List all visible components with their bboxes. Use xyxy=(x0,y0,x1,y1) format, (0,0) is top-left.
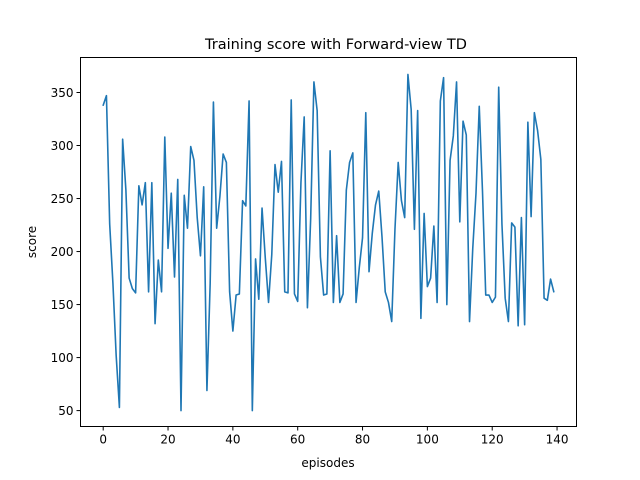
x-tick-label: 100 xyxy=(416,433,439,447)
y-tick-label: 350 xyxy=(51,86,74,100)
x-axis: 0 20 40 60 80 100 120 140 xyxy=(99,426,569,447)
x-tick-label: 80 xyxy=(355,433,370,447)
x-tick-label: 20 xyxy=(160,433,175,447)
x-tick-label: 0 xyxy=(99,433,107,447)
x-axis-label: episodes xyxy=(301,456,354,470)
y-tick-label: 150 xyxy=(51,298,74,312)
x-tick-label: 140 xyxy=(546,433,569,447)
y-tick-label: 100 xyxy=(51,351,74,365)
y-axis-label: score xyxy=(25,226,39,258)
y-tick-label: 200 xyxy=(51,245,74,259)
x-tick-label: 120 xyxy=(481,433,504,447)
x-tick-label: 60 xyxy=(290,433,305,447)
y-tick-label: 50 xyxy=(58,404,73,418)
x-tick-label: 40 xyxy=(225,433,240,447)
plot-frame xyxy=(80,57,577,427)
series-line xyxy=(102,73,555,412)
plot-series xyxy=(102,73,555,412)
y-tick-label: 250 xyxy=(51,192,74,206)
y-tick-label: 300 xyxy=(51,139,74,153)
chart-title: Training score with Forward-view TD xyxy=(204,37,467,53)
y-axis: 50 100 150 200 250 300 350 xyxy=(51,86,81,418)
